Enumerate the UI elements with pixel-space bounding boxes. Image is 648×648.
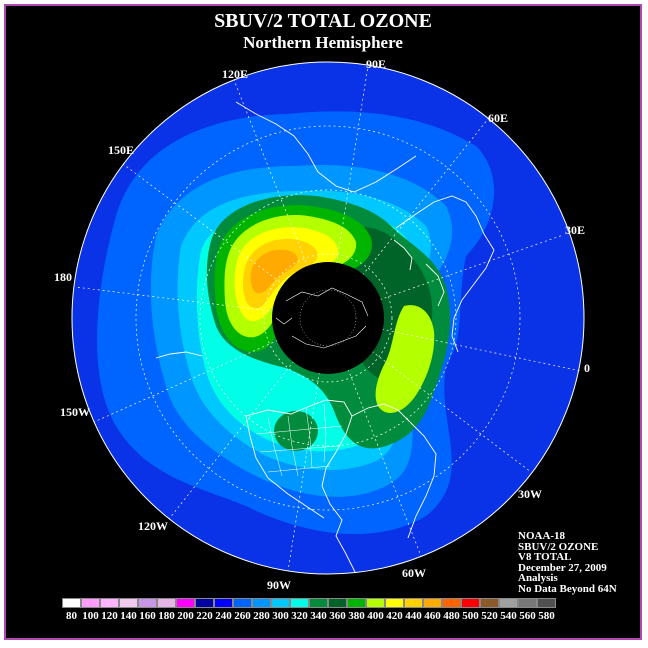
colorbar-swatch: [233, 598, 252, 608]
lon-label-30w: 30W: [518, 487, 542, 501]
colorbar-swatch: [62, 598, 81, 608]
colorbar-tick-label: 300: [272, 610, 289, 622]
colorbar-swatch: [157, 598, 176, 608]
colorbar-swatch: [404, 598, 423, 608]
colorbar-tick-label: 280: [253, 610, 270, 622]
colorbar-swatch: [385, 598, 404, 608]
info-note: No Data Beyond 64N: [518, 582, 617, 595]
colorbar-tick-label: 220: [196, 610, 213, 622]
colorbar-tick-label: 540: [500, 610, 517, 622]
colorbar-tick-label: 340: [310, 610, 327, 622]
colorbar-tick-label: 580: [538, 610, 555, 622]
colorbar-swatch: [537, 598, 556, 608]
colorbar-swatch: [100, 598, 119, 608]
polar-ozone-map: 90E 120E 60E 150E 30E 180 0 150W 30W 120…: [54, 57, 590, 592]
lon-label-150w: 150W: [60, 405, 90, 419]
info-date: December 27, 2009: [518, 561, 607, 574]
colorbar-swatch: [480, 598, 499, 608]
colorbar: [62, 598, 556, 608]
lon-label-180: 180: [54, 270, 72, 284]
map-title: SBUV/2 TOTAL OZONE: [214, 10, 432, 32]
colorbar-tick-label: 180: [158, 610, 175, 622]
colorbar-tick-label: 160: [139, 610, 156, 622]
colorbar-swatch: [176, 598, 195, 608]
lon-label-90w: 90W: [267, 578, 291, 592]
info-satellite: NOAA-18: [518, 530, 566, 542]
colorbar-swatch: [81, 598, 100, 608]
lon-label-0: 0: [584, 361, 590, 375]
polar-cap-grid: [299, 289, 357, 347]
colorbar-swatch: [309, 598, 328, 608]
colorbar-tick-label: 400: [367, 610, 384, 622]
colorbar-tick-label: 460: [424, 610, 441, 622]
lon-label-30e: 30E: [565, 223, 585, 237]
colorbar-ticks: 80 100 120 140 160 180 200 220 240 260 280 300 320 34…: [62, 610, 556, 622]
colorbar-swatch: [271, 598, 290, 608]
colorbar-swatch: [252, 598, 271, 608]
region-orange: [250, 249, 298, 294]
colorbar-swatch: [195, 598, 214, 608]
colorbar-tick-label: 260: [234, 610, 251, 622]
colorbar-swatch: [290, 598, 309, 608]
lon-label-90e: 90E: [366, 57, 386, 71]
colorbar-tick-label: 420: [386, 610, 403, 622]
no-data-polar-cap: [272, 262, 384, 374]
info-type: Analysis: [518, 572, 558, 585]
colorbar-swatch: [214, 598, 233, 608]
info-product: SBUV/2 OZONE: [518, 540, 599, 553]
colorbar-tick-label: 360: [329, 610, 346, 622]
region-blue-blob-2: [489, 331, 553, 431]
colorbar-tick-label: 440: [405, 610, 422, 622]
colorbar-swatch: [442, 598, 461, 608]
map-edge: [71, 61, 585, 575]
colorbar-swatch: [328, 598, 347, 608]
latitude-circles: [135, 125, 521, 511]
colorbar-swatch: [518, 598, 537, 608]
region-green-blob: [274, 411, 318, 451]
info-block: NOAA-18 SBUV/2 OZONE V8 TOTAL December 2…: [518, 531, 617, 595]
coastlines: [155, 101, 495, 574]
colorbar-tick-label: 320: [291, 610, 308, 622]
map-subtitle: Northern Hemisphere: [243, 33, 403, 52]
polar-cap-coastlines: [275, 287, 369, 349]
colorbar-swatch: [423, 598, 442, 608]
colorbar-swatch: [138, 598, 157, 608]
colorbar-tick-label: 100: [82, 610, 99, 622]
colorbar-tick-label: 120: [101, 610, 118, 622]
colorbar-swatch: [499, 598, 518, 608]
longitude-labels: 90E 120E 60E 150E 30E 180 0 150W 30W 120…: [54, 57, 590, 592]
colorbar-tick-label: 520: [481, 610, 498, 622]
colorbar-swatch: [461, 598, 480, 608]
map-frame: SBUV/2 TOTAL OZONE Northern Hemisphere: [4, 4, 642, 640]
colorbar-tick-label: 240: [215, 610, 232, 622]
colorbar-tick-label: 140: [120, 610, 137, 622]
colorbar-tick-label: 380: [348, 610, 365, 622]
info-version: V8 TOTAL: [518, 551, 572, 564]
lon-label-120w: 120W: [138, 519, 168, 533]
colorbar-swatch: [366, 598, 385, 608]
colorbar-tick-label: 560: [519, 610, 536, 622]
region-blue-blob: [509, 193, 553, 249]
colorbar-tick-label: 500: [462, 610, 479, 622]
colorbar-tick-label: 480: [443, 610, 460, 622]
lon-label-150e: 150E: [108, 143, 134, 157]
colorbar-swatch: [119, 598, 138, 608]
colorbar-swatch: [347, 598, 366, 608]
region-yellow-green-2: [375, 305, 435, 413]
colorbar-tick-label: 80: [66, 610, 77, 622]
lon-label-60w: 60W: [402, 566, 426, 580]
colorbar-tick-label: 200: [177, 610, 194, 622]
us-state-borders: [255, 403, 343, 477]
lon-label-60e: 60E: [488, 111, 508, 125]
lon-label-120e: 120E: [222, 67, 248, 81]
